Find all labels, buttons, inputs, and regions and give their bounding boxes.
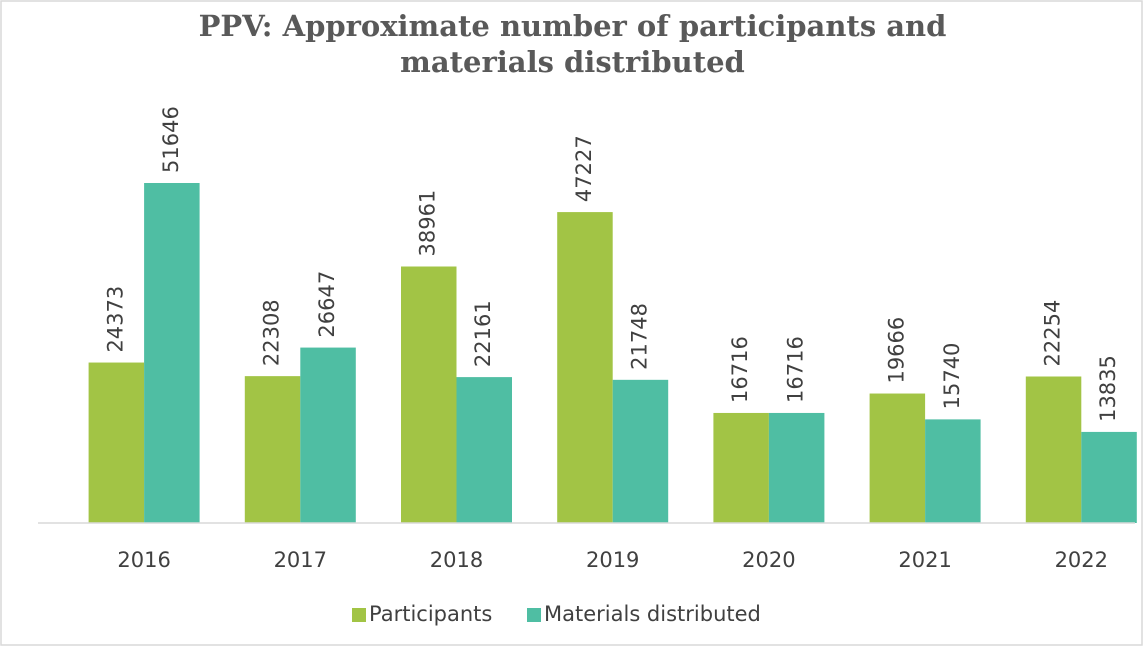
data-label: 16716 bbox=[784, 336, 808, 403]
legend-label: Participants bbox=[369, 602, 492, 626]
data-label: 19666 bbox=[884, 317, 908, 384]
data-label: 16716 bbox=[728, 336, 752, 403]
bar bbox=[557, 212, 613, 523]
data-label: 22308 bbox=[260, 299, 284, 366]
x-tick-label: 2019 bbox=[586, 548, 639, 572]
x-tick-label: 2021 bbox=[898, 548, 951, 572]
bar bbox=[768, 412, 825, 523]
legend-swatch bbox=[527, 608, 541, 622]
data-label: 15740 bbox=[940, 343, 964, 410]
data-label: 13835 bbox=[1096, 355, 1120, 422]
bar bbox=[1025, 376, 1082, 523]
data-label: 22254 bbox=[1041, 300, 1065, 367]
bar bbox=[88, 362, 145, 523]
x-tick-label: 2020 bbox=[742, 548, 795, 572]
x-tick-label: 2016 bbox=[117, 548, 170, 572]
bar bbox=[401, 266, 457, 523]
bar bbox=[456, 377, 512, 523]
bar bbox=[1081, 431, 1137, 523]
data-label: 47227 bbox=[572, 135, 596, 202]
bar bbox=[244, 376, 301, 523]
data-label: 51646 bbox=[159, 106, 183, 173]
x-tick-label: 2022 bbox=[1055, 548, 1108, 572]
chart-title: PPV: Approximate number of participants … bbox=[198, 9, 947, 79]
bar bbox=[300, 347, 356, 523]
x-tick-label: 2018 bbox=[430, 548, 483, 572]
bar bbox=[612, 379, 669, 523]
x-tick-label: 2017 bbox=[274, 548, 327, 572]
bar bbox=[869, 393, 926, 523]
data-label: 22161 bbox=[471, 300, 495, 367]
data-label: 38961 bbox=[416, 190, 440, 257]
data-label: 21748 bbox=[627, 303, 651, 370]
data-label: 24373 bbox=[103, 286, 127, 353]
bar bbox=[713, 412, 769, 523]
legend-label: Materials distributed bbox=[544, 602, 761, 626]
bar bbox=[144, 182, 200, 523]
data-label: 26647 bbox=[315, 271, 339, 338]
bar bbox=[925, 419, 981, 523]
legend-swatch bbox=[352, 608, 366, 622]
